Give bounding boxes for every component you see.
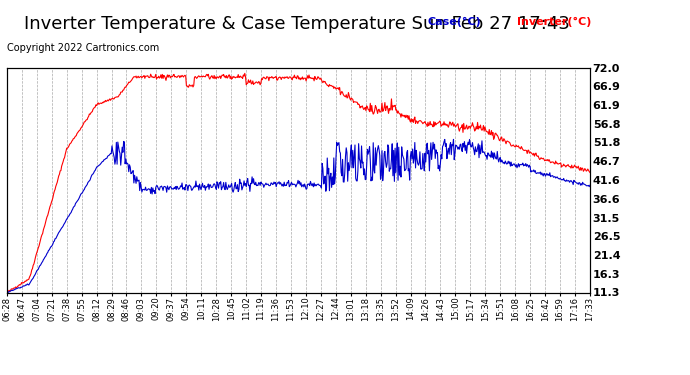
Text: Case(°C): Case(°C) (428, 17, 482, 27)
Text: Inverter(°C): Inverter(°C) (518, 17, 592, 27)
Text: Copyright 2022 Cartronics.com: Copyright 2022 Cartronics.com (7, 43, 159, 53)
Text: Inverter Temperature & Case Temperature Sun Feb 27 17:43: Inverter Temperature & Case Temperature … (23, 15, 570, 33)
